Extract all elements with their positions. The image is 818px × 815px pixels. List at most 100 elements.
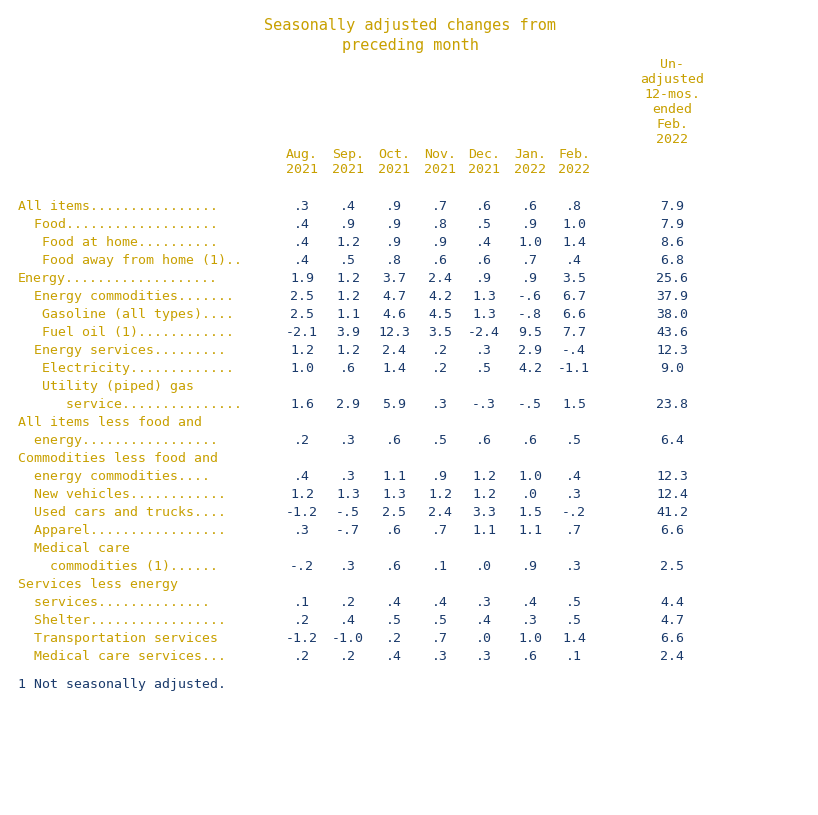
- Text: .3: .3: [476, 596, 492, 609]
- Text: .9: .9: [522, 218, 538, 231]
- Text: .3: .3: [294, 200, 310, 213]
- Text: 7.9: 7.9: [660, 218, 684, 231]
- Text: 12.3: 12.3: [378, 326, 410, 339]
- Text: .1: .1: [294, 596, 310, 609]
- Text: .4: .4: [294, 236, 310, 249]
- Text: 4.2: 4.2: [428, 290, 452, 303]
- Text: 6.4: 6.4: [660, 434, 684, 447]
- Text: -1.1: -1.1: [558, 362, 590, 375]
- Text: .6: .6: [432, 254, 448, 267]
- Text: 1.3: 1.3: [336, 488, 360, 501]
- Text: 1.0: 1.0: [518, 632, 542, 645]
- Text: -1.2: -1.2: [286, 632, 318, 645]
- Text: -.4: -.4: [562, 344, 586, 357]
- Text: .6: .6: [476, 254, 492, 267]
- Text: .5: .5: [432, 614, 448, 627]
- Text: -1.0: -1.0: [332, 632, 364, 645]
- Text: .3: .3: [340, 560, 356, 573]
- Text: .0: .0: [476, 560, 492, 573]
- Text: 1.2: 1.2: [336, 272, 360, 285]
- Text: .6: .6: [386, 434, 402, 447]
- Text: .1: .1: [566, 650, 582, 663]
- Text: .6: .6: [476, 200, 492, 213]
- Text: Energy...................: Energy...................: [18, 272, 218, 285]
- Text: .2: .2: [340, 596, 356, 609]
- Text: .6: .6: [476, 434, 492, 447]
- Text: 23.8: 23.8: [656, 398, 688, 411]
- Text: 2.4: 2.4: [660, 650, 684, 663]
- Text: energy.................: energy.................: [18, 434, 218, 447]
- Text: 4.4: 4.4: [660, 596, 684, 609]
- Text: 1 Not seasonally adjusted.: 1 Not seasonally adjusted.: [18, 678, 226, 691]
- Text: Medical care: Medical care: [18, 542, 130, 555]
- Text: 1.4: 1.4: [382, 362, 406, 375]
- Text: 1.2: 1.2: [472, 488, 496, 501]
- Text: .9: .9: [432, 470, 448, 483]
- Text: Food...................: Food...................: [18, 218, 218, 231]
- Text: -.8: -.8: [518, 308, 542, 321]
- Text: -.6: -.6: [518, 290, 542, 303]
- Text: 6.6: 6.6: [660, 632, 684, 645]
- Text: .2: .2: [340, 650, 356, 663]
- Text: -1.2: -1.2: [286, 506, 318, 519]
- Text: -2.1: -2.1: [286, 326, 318, 339]
- Text: Medical care services...: Medical care services...: [18, 650, 226, 663]
- Text: .3: .3: [294, 524, 310, 537]
- Text: Un-: Un-: [660, 58, 684, 71]
- Text: 1.6: 1.6: [290, 398, 314, 411]
- Text: Food at home..........: Food at home..........: [18, 236, 218, 249]
- Text: energy commodities....: energy commodities....: [18, 470, 210, 483]
- Text: 2.5: 2.5: [290, 308, 314, 321]
- Text: .4: .4: [340, 200, 356, 213]
- Text: -2.4: -2.4: [468, 326, 500, 339]
- Text: Transportation services: Transportation services: [18, 632, 218, 645]
- Text: 25.6: 25.6: [656, 272, 688, 285]
- Text: 1.0: 1.0: [562, 218, 586, 231]
- Text: -.2: -.2: [290, 560, 314, 573]
- Text: .4: .4: [294, 470, 310, 483]
- Text: .2: .2: [294, 434, 310, 447]
- Text: services..............: services..............: [18, 596, 210, 609]
- Text: 1.4: 1.4: [562, 236, 586, 249]
- Text: .9: .9: [522, 560, 538, 573]
- Text: 1.3: 1.3: [472, 290, 496, 303]
- Text: 1.4: 1.4: [562, 632, 586, 645]
- Text: .8: .8: [566, 200, 582, 213]
- Text: .3: .3: [432, 650, 448, 663]
- Text: 1.1: 1.1: [518, 524, 542, 537]
- Text: Oct.: Oct.: [378, 148, 410, 161]
- Text: .2: .2: [386, 632, 402, 645]
- Text: 4.5: 4.5: [428, 308, 452, 321]
- Text: 2.5: 2.5: [290, 290, 314, 303]
- Text: 6.6: 6.6: [562, 308, 586, 321]
- Text: adjusted: adjusted: [640, 73, 704, 86]
- Text: .9: .9: [386, 200, 402, 213]
- Text: 9.5: 9.5: [518, 326, 542, 339]
- Text: .5: .5: [476, 218, 492, 231]
- Text: 6.6: 6.6: [660, 524, 684, 537]
- Text: Energy commodities.......: Energy commodities.......: [18, 290, 234, 303]
- Text: Feb.: Feb.: [656, 118, 688, 131]
- Text: 2021: 2021: [424, 163, 456, 176]
- Text: Commodities less food and: Commodities less food and: [18, 452, 218, 465]
- Text: .9: .9: [432, 236, 448, 249]
- Text: .5: .5: [386, 614, 402, 627]
- Text: 3.5: 3.5: [562, 272, 586, 285]
- Text: .5: .5: [340, 254, 356, 267]
- Text: 2022: 2022: [514, 163, 546, 176]
- Text: 1.3: 1.3: [382, 488, 406, 501]
- Text: .2: .2: [432, 344, 448, 357]
- Text: 3.9: 3.9: [336, 326, 360, 339]
- Text: 1.1: 1.1: [336, 308, 360, 321]
- Text: 2.5: 2.5: [382, 506, 406, 519]
- Text: .4: .4: [432, 596, 448, 609]
- Text: Used cars and trucks....: Used cars and trucks....: [18, 506, 226, 519]
- Text: 3.3: 3.3: [472, 506, 496, 519]
- Text: 9.0: 9.0: [660, 362, 684, 375]
- Text: Services less energy: Services less energy: [18, 578, 178, 591]
- Text: 4.6: 4.6: [382, 308, 406, 321]
- Text: 3.7: 3.7: [382, 272, 406, 285]
- Text: Energy services.........: Energy services.........: [18, 344, 226, 357]
- Text: -.5: -.5: [336, 506, 360, 519]
- Text: .6: .6: [386, 524, 402, 537]
